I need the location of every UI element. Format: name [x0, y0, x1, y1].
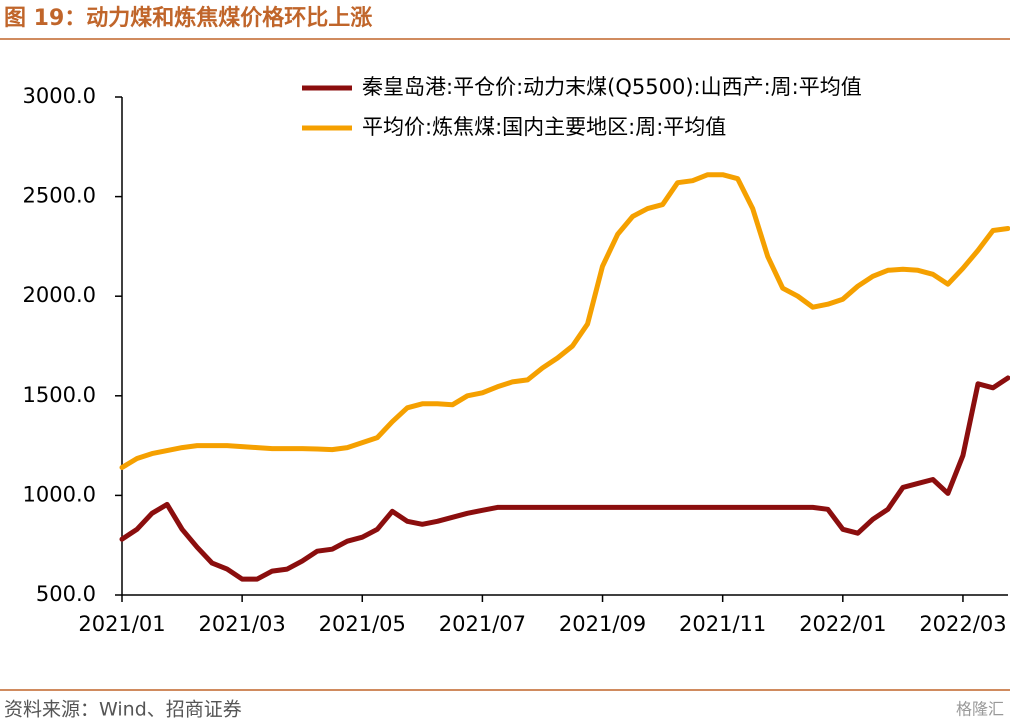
watermark: 格隆汇: [956, 700, 1004, 719]
y-tick-label: 2500.0: [23, 184, 96, 208]
legend-label: 平均价:炼焦煤:国内主要地区:周:平均值: [362, 115, 726, 139]
x-tick-label: 2021/03: [199, 612, 286, 636]
chart-title: 图 19：动力煤和炼焦煤价格环比上涨: [4, 5, 372, 31]
series-line: [119, 375, 1010, 582]
x-tick-label: 2021/11: [679, 612, 766, 636]
x-tick-label: 2021/09: [559, 612, 646, 636]
y-tick-label: 3000.0: [23, 84, 96, 108]
x-tick-label: 2021/01: [78, 612, 165, 636]
y-tick-label: 500.0: [36, 582, 96, 606]
legend-label: 秦皇岛港:平仓价:动力末煤(Q5500):山西产:周:平均值: [362, 75, 862, 99]
series-line: [119, 172, 1010, 470]
x-tick-label: 2021/05: [319, 612, 406, 636]
x-tick-label: 2022/03: [919, 612, 1006, 636]
x-tick-label: 2021/07: [439, 612, 526, 636]
y-tick-label: 1000.0: [23, 482, 96, 506]
y-tick-label: 1500.0: [23, 383, 96, 407]
y-tick-label: 2000.0: [23, 283, 96, 307]
source: 资料来源：Wind、招商证券: [4, 699, 242, 721]
x-tick-label: 2022/01: [799, 612, 886, 636]
